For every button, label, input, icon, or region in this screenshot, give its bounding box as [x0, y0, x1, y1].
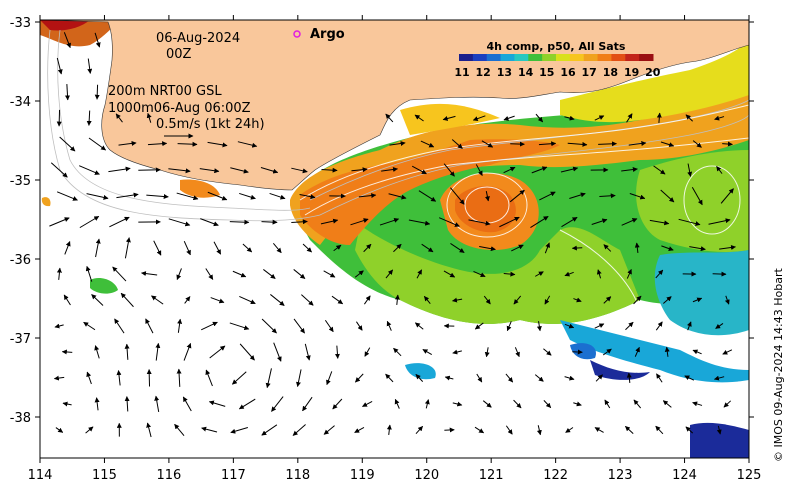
- colorbar-tick-label: 11: [454, 66, 469, 79]
- colorbar-tick-label: 13: [497, 66, 512, 79]
- lon-tick-label: 115: [92, 468, 117, 483]
- credit-container: © IMOS 09-Aug-2024 14:43 Hobart: [769, 0, 787, 492]
- colorbar-swatch: [487, 54, 501, 61]
- colorbar-tick-label: 19: [624, 66, 639, 79]
- map-hour: 00Z: [166, 47, 192, 62]
- lon-tick-label: 125: [737, 468, 762, 483]
- current-arrow: [572, 352, 582, 353]
- lon-tick-label: 124: [672, 468, 697, 483]
- colorbar-swatch: [611, 54, 625, 61]
- colorbar-tick-label: 15: [539, 66, 554, 79]
- lat-tick-label: -36: [10, 253, 31, 268]
- lat-tick-label: -33: [10, 16, 31, 31]
- lon-tick-label: 119: [350, 468, 375, 483]
- lat-tick-label: -34: [10, 95, 31, 110]
- colorbar-swatch: [556, 54, 570, 61]
- colorbar-tick-label: 17: [582, 66, 597, 79]
- lon-tick-label: 120: [414, 468, 439, 483]
- current-arrow: [572, 248, 582, 249]
- map-date: 06-Aug-2024: [156, 31, 240, 46]
- colorbar-tick-label: 18: [603, 66, 618, 79]
- colorbar-swatch: [625, 54, 639, 61]
- colorbar-tick-label: 20: [645, 66, 661, 79]
- lon-tick-label: 117: [221, 468, 246, 483]
- credit-text: © IMOS 09-Aug-2024 14:43 Hobart: [772, 268, 785, 462]
- colorbar-tick-label: 12: [476, 66, 491, 79]
- colorbar-swatch: [639, 54, 653, 61]
- colorbar-swatch: [584, 54, 598, 61]
- current-arrow: [262, 222, 278, 223]
- lon-tick-label: 118: [285, 468, 310, 483]
- colorbar-swatch: [570, 54, 584, 61]
- depth-line-1: 200m NRT00 GSL: [108, 84, 222, 99]
- lat-tick-label: -38: [10, 411, 31, 426]
- lon-tick-label: 122: [543, 468, 568, 483]
- lon-tick-label: 114: [28, 468, 53, 483]
- lon-tick-label: 121: [479, 468, 504, 483]
- lon-tick-label: 123: [608, 468, 633, 483]
- argo-label: Argo: [310, 27, 345, 42]
- colorbar-tick-label: 14: [518, 66, 534, 79]
- lon-tick-label: 116: [156, 468, 181, 483]
- lat-tick-label: -35: [10, 174, 31, 189]
- colorbar-swatch: [501, 54, 515, 61]
- current-arrow: [138, 170, 160, 171]
- colorbar-tick-label: 16: [560, 66, 576, 79]
- colorbar-swatch: [528, 54, 542, 61]
- lat-tick-label: -37: [10, 332, 31, 347]
- colorbar-swatch: [598, 54, 612, 61]
- current-arrow: [230, 222, 249, 223]
- colorbar-swatch: [514, 54, 528, 61]
- velocity-scale-label: 0.5m/s (1kt 24h): [156, 117, 265, 132]
- colorbar-title: 4h comp, p50, All Sats: [487, 40, 626, 53]
- colorbar-swatch: [459, 54, 473, 61]
- colorbar-swatch: [542, 54, 556, 61]
- depth-line-2: 1000m06-Aug 06:00Z: [108, 101, 251, 116]
- current-arrow: [97, 85, 98, 100]
- colorbar-swatch: [473, 54, 487, 61]
